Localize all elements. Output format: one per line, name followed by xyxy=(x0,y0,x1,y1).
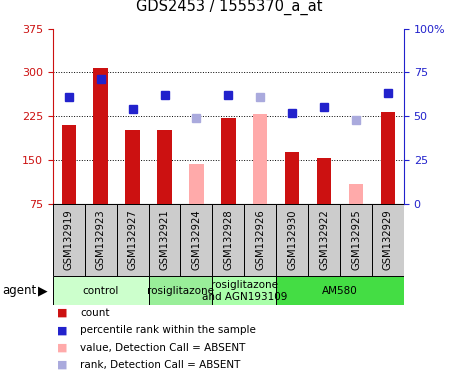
Bar xyxy=(53,204,85,276)
Text: AM580: AM580 xyxy=(322,286,358,296)
Bar xyxy=(213,204,244,276)
Bar xyxy=(189,164,204,204)
Bar xyxy=(253,114,268,204)
Bar xyxy=(85,204,117,276)
Text: agent: agent xyxy=(2,285,37,297)
Bar xyxy=(276,276,404,305)
Text: ■: ■ xyxy=(57,343,68,353)
Bar xyxy=(117,204,149,276)
Text: GSM132922: GSM132922 xyxy=(319,210,329,270)
Bar xyxy=(149,204,180,276)
Bar xyxy=(62,125,76,204)
Text: GSM132925: GSM132925 xyxy=(351,210,361,270)
Text: GSM132929: GSM132929 xyxy=(383,210,393,270)
Text: ▶: ▶ xyxy=(38,285,48,297)
Text: rosiglitazone
and AGN193109: rosiglitazone and AGN193109 xyxy=(202,280,287,302)
Bar xyxy=(125,129,140,204)
Bar xyxy=(94,68,108,204)
Bar xyxy=(285,152,299,204)
Text: percentile rank within the sample: percentile rank within the sample xyxy=(80,325,256,335)
Bar xyxy=(317,158,331,204)
Bar xyxy=(276,204,308,276)
Text: ■: ■ xyxy=(57,308,68,318)
Bar xyxy=(244,204,276,276)
Text: value, Detection Call = ABSENT: value, Detection Call = ABSENT xyxy=(80,343,246,353)
Text: GSM132928: GSM132928 xyxy=(224,210,233,270)
Text: ■: ■ xyxy=(57,325,68,335)
Text: GSM132919: GSM132919 xyxy=(64,210,74,270)
Bar xyxy=(349,184,363,204)
Text: GSM132927: GSM132927 xyxy=(128,210,138,270)
Text: GSM132924: GSM132924 xyxy=(191,210,202,270)
Text: count: count xyxy=(80,308,110,318)
Bar xyxy=(53,276,149,305)
Bar xyxy=(308,204,340,276)
Text: GSM132921: GSM132921 xyxy=(160,210,169,270)
Bar xyxy=(340,204,372,276)
Text: rosiglitazone: rosiglitazone xyxy=(147,286,214,296)
Text: GSM132926: GSM132926 xyxy=(255,210,265,270)
Bar xyxy=(372,204,404,276)
Bar xyxy=(213,276,276,305)
Text: ■: ■ xyxy=(57,360,68,370)
Bar xyxy=(381,111,395,204)
Text: GDS2453 / 1555370_a_at: GDS2453 / 1555370_a_at xyxy=(136,0,323,15)
Text: GSM132930: GSM132930 xyxy=(287,210,297,270)
Text: control: control xyxy=(83,286,119,296)
Bar xyxy=(180,204,213,276)
Text: GSM132923: GSM132923 xyxy=(95,210,106,270)
Text: rank, Detection Call = ABSENT: rank, Detection Call = ABSENT xyxy=(80,360,241,370)
Bar xyxy=(149,276,213,305)
Bar xyxy=(157,129,172,204)
Bar xyxy=(221,118,235,204)
